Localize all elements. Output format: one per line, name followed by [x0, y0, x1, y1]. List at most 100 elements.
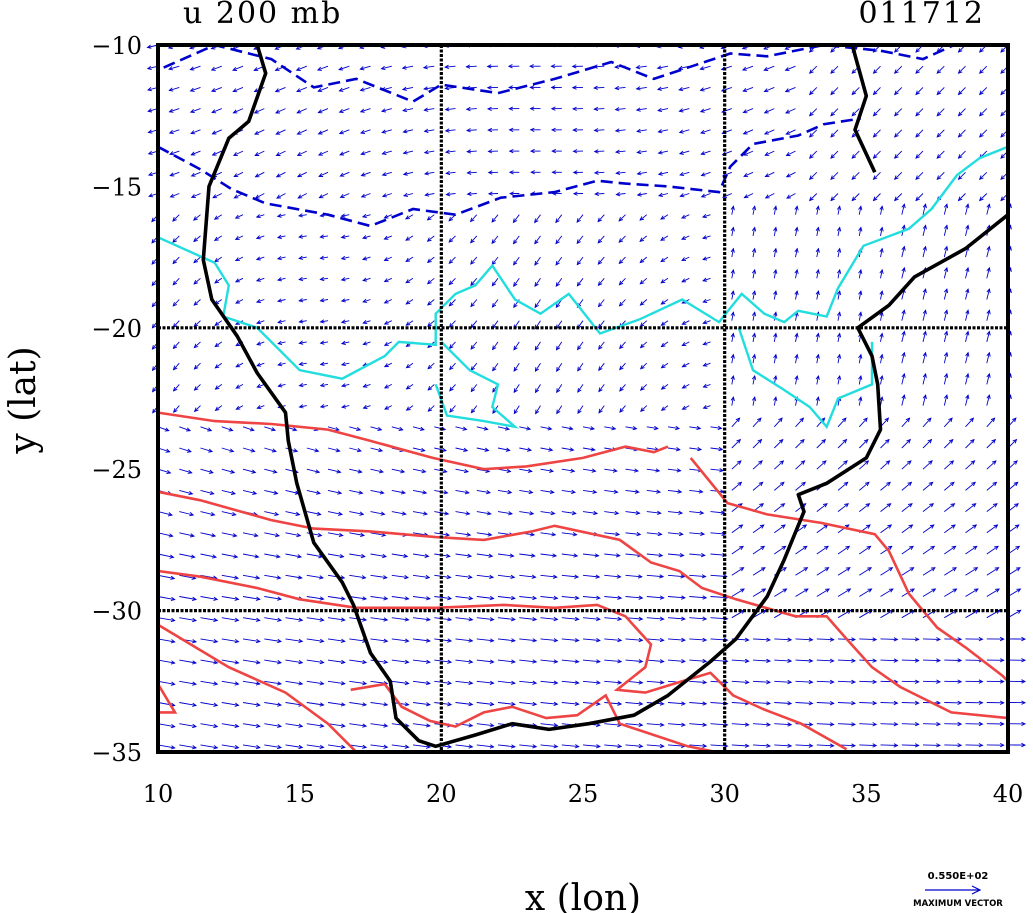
- wind-vector-985: [179, 553, 196, 559]
- wind-vector-898: [944, 481, 955, 491]
- wind-vector-894: [859, 481, 870, 491]
- wind-vector-419: [340, 255, 350, 261]
- wind-vector-124: [168, 108, 180, 113]
- wind-vector-253: [296, 171, 307, 178]
- wind-vector-1359: [285, 744, 304, 750]
- wind-vector-865: [242, 489, 258, 495]
- wind-vector-128: [253, 108, 265, 114]
- wind-vector-110: [742, 86, 754, 93]
- wind-vector-945: [200, 532, 217, 538]
- wind-vector-747: [349, 426, 362, 432]
- wind-vector-541: [319, 319, 329, 324]
- wind-vector-608: [879, 332, 884, 342]
- wind-vector-1196: [306, 659, 325, 665]
- wind-vector-1285: [455, 702, 474, 707]
- wind-vector-151: [742, 108, 754, 114]
- wind-vector-542: [340, 319, 350, 324]
- wind-vector-243: [957, 150, 966, 159]
- wind-vector-576: [193, 341, 201, 349]
- wind-vector-524: [836, 290, 842, 300]
- wind-vector-1007: [646, 553, 664, 558]
- wind-vector-331: [213, 214, 223, 220]
- wind-vector-949: [285, 532, 302, 538]
- wind-vector-304: [509, 191, 520, 196]
- wind-vector-359: [815, 205, 820, 215]
- wind-vector-121: [978, 87, 988, 96]
- wind-vector-425: [470, 256, 478, 265]
- wind-vector-1099: [859, 588, 873, 597]
- wind-vector-1242: [412, 680, 431, 686]
- wind-vector-1303: [837, 701, 857, 706]
- y-tick-label--35: −35: [91, 739, 142, 767]
- wind-vector-195: [808, 129, 818, 138]
- wind-vector-207: [190, 150, 201, 156]
- wind-vector-403: [879, 226, 884, 236]
- wind-vector-1299: [752, 701, 772, 706]
- wind-vector-1237: [306, 680, 325, 686]
- wind-vector-806: [731, 438, 742, 449]
- positive-contour-2: [157, 490, 1009, 720]
- wind-vector-644: [773, 353, 778, 364]
- wind-vector-544: [383, 320, 392, 325]
- wind-vector-1238: [327, 680, 346, 686]
- wind-vector-1190: [179, 659, 198, 665]
- wind-vector-869: [327, 489, 343, 495]
- wind-vector-546: [427, 320, 435, 327]
- wind-vector-580: [277, 340, 286, 346]
- wind-vector-1378: [689, 743, 708, 749]
- wind-vector-1346: [880, 722, 899, 727]
- wind-vector-230: [678, 150, 690, 155]
- wind-vector-76: [893, 65, 903, 74]
- wind-vector-1148: [157, 638, 176, 644]
- wind-vector-398: [773, 226, 778, 236]
- wind-vector-432: [618, 256, 626, 265]
- wind-vector-858: [965, 460, 976, 470]
- wind-vector-1015: [816, 545, 829, 555]
- wind-vector-441: [815, 247, 820, 258]
- wind-vector-1381: [752, 743, 772, 748]
- wind-vector-294: [297, 193, 308, 199]
- wind-vector-1036: [391, 574, 410, 580]
- wind-vector-310: [636, 192, 647, 197]
- wind-vector-349: [597, 214, 605, 223]
- wind-vector-90: [317, 86, 329, 93]
- wind-vector-829: [349, 468, 363, 474]
- wind-vector-237: [830, 150, 839, 159]
- wind-vector-757: [561, 426, 574, 431]
- wind-vector-1086: [582, 595, 601, 600]
- wind-vector-873: [412, 489, 428, 495]
- wind-vector-1073: [306, 596, 325, 601]
- wind-vector-392: [639, 235, 648, 242]
- wind-vector-203: [978, 129, 988, 138]
- wind-vector-1057: [837, 567, 851, 576]
- wind-vector-856: [922, 460, 933, 470]
- wind-vector-821: [179, 468, 193, 474]
- wind-vector-1130: [646, 616, 665, 621]
- wind-vector-1370: [519, 744, 538, 749]
- wind-vector-326: [978, 193, 988, 202]
- wind-vector-1214: [689, 658, 708, 664]
- wind-vector-226: [593, 149, 605, 154]
- wind-vector-837: [519, 468, 533, 473]
- wind-vector-521: [773, 290, 778, 300]
- wind-vector-1108: [179, 617, 198, 623]
- wind-vector-60: [550, 64, 562, 69]
- wind-vector-852: [837, 460, 848, 470]
- wind-vector-1259: [774, 679, 793, 685]
- wind-vector-92: [359, 86, 371, 92]
- wind-vector-1199: [370, 659, 389, 665]
- wind-vector-1392: [986, 742, 1005, 748]
- wind-vector-1043: [540, 574, 558, 579]
- wind-vector-847: [731, 460, 742, 470]
- wind-vector-752: [455, 426, 468, 431]
- wind-vector-726: [773, 396, 778, 406]
- wind-vector-1295: [667, 701, 686, 706]
- wind-vector-1060: [901, 567, 915, 576]
- wind-vector-812: [858, 438, 869, 449]
- positive-contour-6: [350, 682, 717, 754]
- wind-vector-473: [618, 277, 626, 286]
- wind-vector-1308: [944, 700, 963, 706]
- wind-vector-510: [534, 299, 541, 309]
- wind-vector-282: [915, 171, 924, 181]
- wind-vector-682: [702, 383, 711, 388]
